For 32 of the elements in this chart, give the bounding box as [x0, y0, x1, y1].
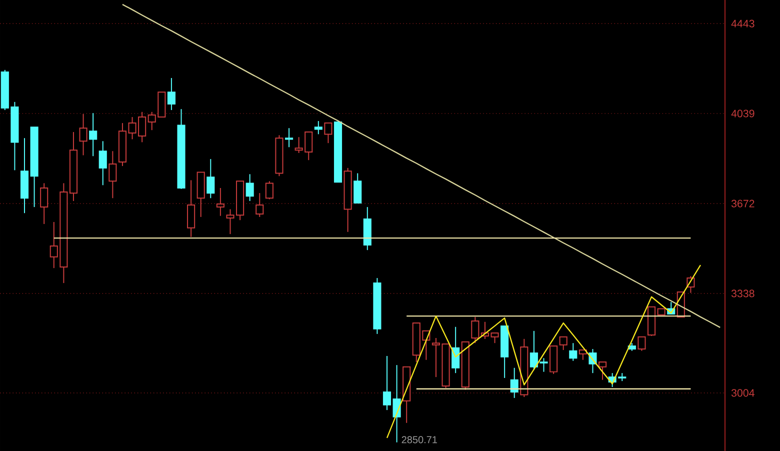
candlestick — [89, 112, 98, 157]
candlestick — [246, 174, 254, 202]
candlestick — [79, 113, 88, 156]
candlestick — [432, 337, 440, 378]
candlestick — [108, 150, 117, 199]
candlestick — [206, 158, 215, 199]
candlestick — [578, 350, 587, 360]
annotation: 2850.71 — [402, 436, 437, 444]
candlestick — [265, 180, 274, 200]
y-tick-label: 3672 — [731, 200, 754, 208]
candlestick — [471, 316, 480, 344]
y-tick-label: 3338 — [731, 290, 754, 298]
candlestick — [187, 180, 196, 238]
candlestick — [314, 120, 322, 135]
candlestick — [382, 355, 392, 411]
candlestick — [216, 187, 224, 216]
candlestick — [324, 122, 332, 144]
candlestick — [510, 367, 518, 398]
candlestick — [598, 362, 607, 380]
y-tick-label: 4443 — [731, 20, 754, 28]
candlestick — [40, 182, 48, 224]
candlestick — [452, 326, 460, 374]
candlestick — [167, 78, 176, 111]
y-tick-label: 3004 — [731, 389, 754, 397]
candlestick — [354, 172, 362, 204]
candlestick — [569, 342, 578, 362]
y-tick-label: 4039 — [731, 110, 754, 118]
candlestick — [559, 336, 568, 350]
candlestick — [98, 140, 107, 186]
candlestick — [285, 128, 294, 148]
candlestick — [256, 192, 264, 218]
candlestick — [638, 336, 646, 352]
